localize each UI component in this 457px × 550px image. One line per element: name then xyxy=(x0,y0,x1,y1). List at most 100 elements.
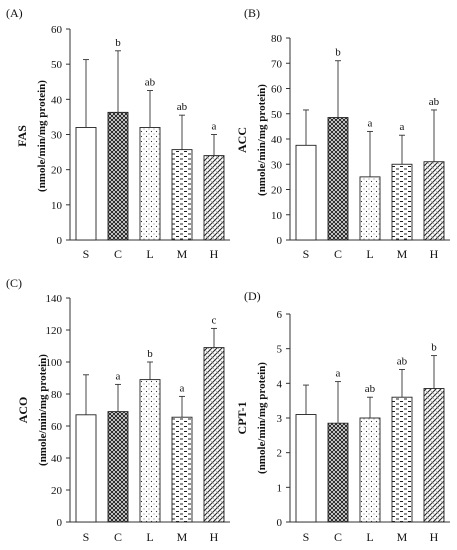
y-tick-label: 60 xyxy=(51,24,63,36)
y-tick-label: 0 xyxy=(57,235,63,247)
y-tick-label: 70 xyxy=(271,58,283,70)
bar xyxy=(171,416,193,523)
significance-label: a xyxy=(336,368,341,380)
y-tick-label: 20 xyxy=(271,185,283,197)
y-tick-label: 10 xyxy=(51,200,63,212)
category-label: L xyxy=(366,247,373,261)
significance-label: ab xyxy=(145,77,156,89)
y-tick-label: 100 xyxy=(46,357,63,369)
y-tick-label: 0 xyxy=(277,517,283,529)
category-label: C xyxy=(114,247,122,261)
bar xyxy=(203,347,225,523)
bar xyxy=(391,396,413,523)
category-label: H xyxy=(430,530,439,544)
y-axis-label: CPT-1 xyxy=(235,402,249,435)
category-label: C xyxy=(334,247,342,261)
significance-label: a xyxy=(180,382,185,394)
category-label: M xyxy=(397,530,408,544)
y-tick-label: 50 xyxy=(51,59,63,71)
panel-label: (C) xyxy=(6,276,22,290)
y-axis-unit-label: (nmole/min/mg protein) xyxy=(37,354,49,466)
y-tick-label: 6 xyxy=(277,309,283,321)
y-axis-label: ACO xyxy=(16,397,30,424)
category-label: S xyxy=(303,247,310,261)
significance-label: b xyxy=(335,47,341,59)
y-tick-label: 0 xyxy=(277,235,283,247)
bar xyxy=(423,388,445,523)
bar xyxy=(327,422,349,523)
bar xyxy=(423,161,445,241)
y-tick-label: 4 xyxy=(277,378,283,390)
category-label: S xyxy=(303,530,310,544)
significance-label: b xyxy=(115,37,121,49)
panel-b: (B) ACC (nmole/min/mg protein) 0 10 20 30 40 50 6… xyxy=(235,6,450,261)
bar xyxy=(75,127,97,241)
bar xyxy=(107,411,129,523)
significance-label: b xyxy=(431,342,437,354)
panel-a: (A) FAS (nmole/min/mg protein) 0 10 20 30 40 50 6… xyxy=(6,6,230,261)
y-tick-label: 140 xyxy=(46,293,63,305)
y-tick-label: 40 xyxy=(51,94,63,106)
y-tick-label: 2 xyxy=(277,448,283,460)
significance-label: ab xyxy=(429,96,440,108)
y-tick-label: 20 xyxy=(51,485,63,497)
y-axis-unit-label: (nmole/min/mg protein) xyxy=(256,362,268,474)
panel-c: (C) ACO (nmole/min/mg protein) 0 20 40 60 80 100… xyxy=(6,276,230,544)
y-tick-label: 5 xyxy=(277,344,283,356)
significance-label: a xyxy=(116,370,121,382)
category-label: L xyxy=(146,530,153,544)
bar xyxy=(295,144,317,241)
y-tick-label: 10 xyxy=(271,210,283,222)
bar xyxy=(391,163,413,241)
category-label: H xyxy=(430,247,439,261)
y-tick-label: 30 xyxy=(271,159,283,171)
bar xyxy=(171,149,193,241)
y-tick-label: 50 xyxy=(271,109,283,121)
y-axis-label: FAS xyxy=(15,125,29,147)
category-label: H xyxy=(210,530,219,544)
significance-label: ab xyxy=(365,383,376,395)
significance-label: ab xyxy=(177,101,188,113)
significance-label: ab xyxy=(397,355,408,367)
category-label: S xyxy=(83,530,90,544)
category-label: H xyxy=(210,247,219,261)
significance-label: a xyxy=(212,121,217,133)
y-tick-label: 60 xyxy=(271,84,283,96)
bar xyxy=(327,117,349,241)
significance-label: c xyxy=(212,314,217,326)
y-axis-unit-label: (nmole/min/mg protein) xyxy=(256,84,268,196)
category-label: M xyxy=(177,530,188,544)
significance-label: b xyxy=(147,348,153,360)
y-tick-label: 0 xyxy=(57,517,63,529)
bar xyxy=(139,127,161,241)
category-label: M xyxy=(397,247,408,261)
y-tick-label: 20 xyxy=(51,165,63,177)
bar xyxy=(359,176,381,241)
bar xyxy=(359,417,381,523)
y-tick-label: 80 xyxy=(51,389,63,401)
significance-label: a xyxy=(368,117,373,129)
y-tick-label: 40 xyxy=(51,453,63,465)
y-tick-label: 3 xyxy=(277,413,283,425)
category-label: C xyxy=(334,530,342,544)
category-label: S xyxy=(83,247,90,261)
y-tick-label: 1 xyxy=(277,482,283,494)
panel-label: (D) xyxy=(244,289,261,303)
category-label: C xyxy=(114,530,122,544)
panel-label: (B) xyxy=(244,6,260,20)
y-tick-label: 120 xyxy=(46,325,63,337)
category-label: M xyxy=(177,247,188,261)
bar xyxy=(203,155,225,241)
panel-d: (D) CPT-1 (nmole/min/mg protein) 0 1 2 3 4 5 6 Sa C… xyxy=(235,289,450,544)
y-tick-label: 60 xyxy=(51,421,63,433)
category-label: L xyxy=(146,247,153,261)
bar xyxy=(107,111,129,241)
panel-label: (A) xyxy=(6,6,23,20)
bar xyxy=(139,379,161,523)
bar xyxy=(295,414,317,523)
y-tick-label: 80 xyxy=(271,33,283,45)
category-label: L xyxy=(366,530,373,544)
y-tick-label: 30 xyxy=(51,130,63,142)
significance-label: a xyxy=(400,121,405,133)
